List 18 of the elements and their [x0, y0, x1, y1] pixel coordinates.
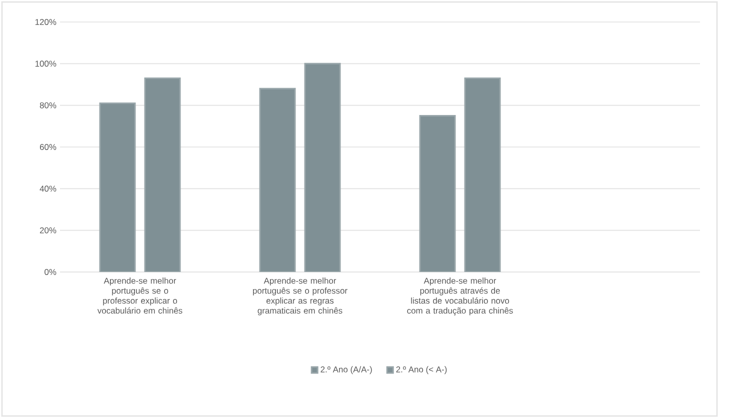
bar	[144, 77, 181, 272]
bar	[99, 102, 136, 272]
legend-label: 2.º Ano (< A-)	[396, 366, 447, 374]
y-tick-label: 60%	[40, 144, 56, 150]
x-tick-label: Aprende-se melhor português através de listas de vocabulário novo com a tradução para chinês	[407, 278, 513, 316]
y-tick-label: 80%	[40, 102, 56, 108]
y-tick-label: 40%	[40, 186, 56, 192]
legend-label: 2.º Ano (A/A-)	[320, 366, 372, 374]
bar	[304, 62, 341, 272]
bar	[464, 77, 501, 272]
y-tick-label: 100%	[35, 60, 56, 67]
y-tick-label: 0%	[44, 269, 56, 275]
y-tick-label: 120%	[35, 19, 56, 25]
bar	[259, 88, 296, 272]
y-tick-label: 20%	[40, 227, 56, 234]
x-tick-label: Aprende-se melhor português se o professor explicar as regras gramaticais em chinês	[253, 278, 348, 316]
x-tick-label: Aprende-se melhor português se o professor explicar o vocabulário em chinês	[97, 278, 182, 314]
bar	[419, 114, 456, 272]
